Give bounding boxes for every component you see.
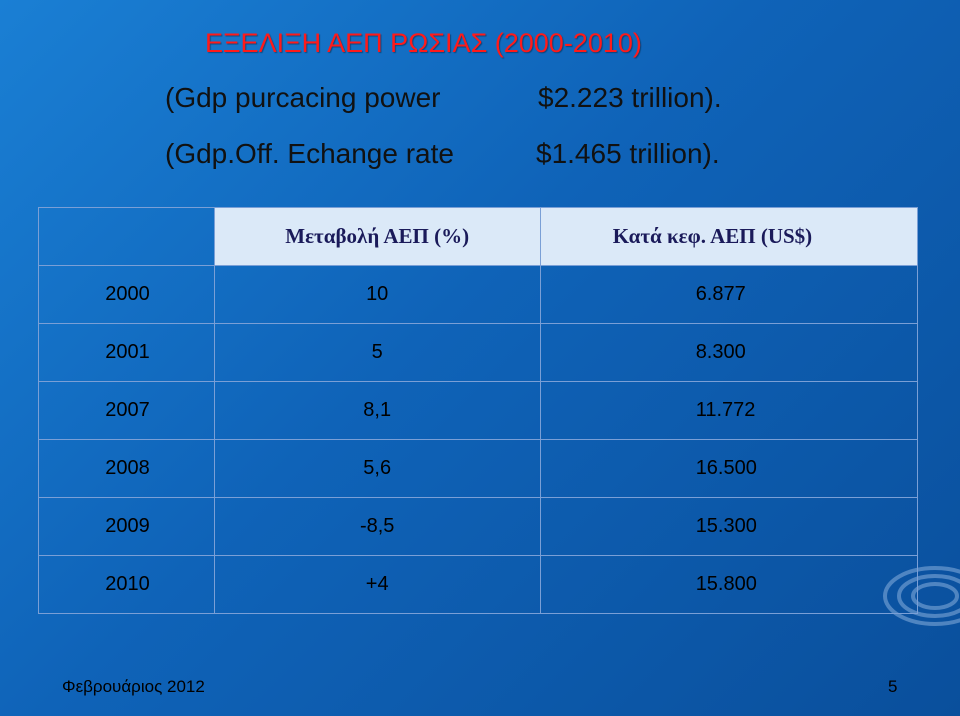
change-cell: 5 bbox=[213, 323, 541, 382]
ppp-label: (Gdp purcacing power bbox=[165, 82, 441, 113]
year-cell: 2001 bbox=[38, 323, 215, 382]
table-header-row: Μεταβολή ΑΕΠ (%) Κατά κεφ. ΑΕΠ (US$) bbox=[38, 207, 919, 266]
change-cell: 5,6 bbox=[213, 439, 541, 498]
change-cell: 8,1 bbox=[213, 381, 541, 440]
slide-title: ΕΞΕΛΙΞΗ ΑΕΠ ΡΩΣΙΑΣ (2000-2010) bbox=[205, 28, 642, 58]
per-capita-cell: 15.300 bbox=[539, 497, 919, 556]
header-gdp-change: Μεταβολή ΑΕΠ (%) bbox=[213, 207, 541, 266]
change-cell: -8,5 bbox=[213, 497, 541, 556]
year-cell: 2009 bbox=[38, 497, 215, 556]
table-row: 2000 10 6.877 bbox=[38, 265, 919, 324]
year-cell: 2000 bbox=[38, 265, 215, 324]
per-capita-cell: 11.772 bbox=[539, 381, 919, 440]
year-cell: 2007 bbox=[38, 381, 215, 440]
change-cell: +4 bbox=[213, 555, 541, 614]
per-capita-cell: 16.500 bbox=[539, 439, 919, 498]
gdp-table: Μεταβολή ΑΕΠ (%) Κατά κεφ. ΑΕΠ (US$) 200… bbox=[38, 207, 919, 614]
per-capita-cell: 15.800 bbox=[539, 555, 919, 614]
table-row: 2009 -8,5 15.300 bbox=[38, 497, 919, 556]
footer-date: Φεβρουάριος 2012 bbox=[62, 677, 205, 696]
exchange-rate-value: $1.465 trillion). bbox=[536, 138, 720, 169]
table-row: 2007 8,1 11.772 bbox=[38, 381, 919, 440]
per-capita-cell: 8.300 bbox=[539, 323, 919, 382]
table-row: 2001 5 8.300 bbox=[38, 323, 919, 382]
table-row: 2010 +4 15.800 bbox=[38, 555, 919, 614]
header-year bbox=[38, 207, 215, 266]
header-per-capita: Κατά κεφ. ΑΕΠ (US$) bbox=[539, 207, 919, 266]
per-capita-cell: 6.877 bbox=[539, 265, 919, 324]
exchange-rate-label: (Gdp.Off. Echange rate bbox=[165, 138, 454, 169]
change-cell: 10 bbox=[213, 265, 541, 324]
page-number: 5 bbox=[888, 677, 898, 696]
year-cell: 2010 bbox=[38, 555, 215, 614]
year-cell: 2008 bbox=[38, 439, 215, 498]
ppp-value: $2.223 trillion). bbox=[538, 82, 722, 113]
table-row: 2008 5,6 16.500 bbox=[38, 439, 919, 498]
